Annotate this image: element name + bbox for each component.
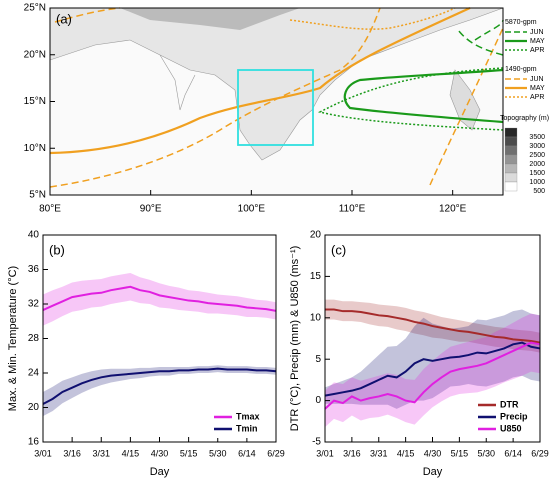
x-tick-label: 4/15 [122, 448, 140, 458]
legend-label: Tmin [236, 423, 258, 433]
colorbar-label: 3000 [529, 143, 545, 150]
legend-label: APR [530, 94, 544, 101]
x-tick-label: 110°E [339, 204, 366, 215]
colorbar-label: 2500 [529, 152, 545, 159]
x-tick-label: 3/31 [370, 448, 388, 458]
x-tick-label: 90°E [140, 204, 162, 215]
y-axis-label: DTR (°C), Precip (mm) & U850 (ms⁻¹) [289, 246, 301, 432]
contour-1490-may [49, 6, 471, 155]
x-tick-label: 6/29 [267, 448, 285, 458]
y-tick-label: 15 [310, 271, 322, 282]
x-tick-label: 6/14 [504, 448, 522, 458]
series-line [324, 341, 541, 397]
legend-label: MAY [530, 38, 545, 45]
philippines [449, 69, 481, 131]
x-tick-label: 4/15 [397, 448, 415, 458]
coastline [159, 54, 196, 111]
y-tick-label: 20 [310, 230, 322, 241]
legend-label: Precip [500, 411, 528, 421]
legend-label: APR [530, 47, 544, 54]
x-tick-label: 5/15 [180, 448, 198, 458]
contour-1490-jun [49, 7, 381, 188]
x-tick-label: 3/16 [63, 448, 81, 458]
series-line [42, 285, 277, 312]
colorbar-box [504, 181, 518, 192]
legend-label: JUN [530, 76, 544, 83]
x-axis-label: Day [150, 466, 170, 478]
y-tick-label: 10 [310, 312, 322, 323]
legend-label: JUN [530, 29, 544, 36]
x-tick-label: 5/15 [451, 448, 469, 458]
x-tick-label: 6/14 [238, 448, 256, 458]
legend-label: U850 [500, 423, 522, 433]
colorbar-box [504, 127, 518, 138]
panel-label: (c) [331, 242, 346, 257]
x-tick-label: 3/01 [316, 448, 334, 458]
map-legend: 5870-gpm JUN MAY APR 1490-gpm JUN MAY APR Topogr… [500, 19, 549, 195]
map-panel [49, 6, 504, 196]
y-tick-label: 20 [28, 402, 40, 413]
x-axis-label: Day [423, 466, 443, 478]
x-tick-label: 4/30 [151, 448, 169, 458]
panel-label: (b) [49, 242, 65, 257]
series-line [325, 308, 541, 344]
colorbar-label: 500 [533, 188, 545, 195]
x-tick-label: 3/31 [92, 448, 110, 458]
x-tick-label: 5/30 [477, 448, 495, 458]
legend-label: MAY [530, 85, 545, 92]
y-tick-label: 40 [28, 230, 40, 241]
y-tick-label: 5 [315, 354, 321, 365]
legend-box [210, 408, 272, 438]
contour-5870-apr [317, 67, 504, 131]
contour-1490-apr [289, 7, 456, 30]
y-tick-label: 25°N [24, 3, 46, 14]
colorbar-box [504, 145, 518, 156]
x-tick-label: 80°E [39, 204, 61, 215]
y-tick-label: 32 [28, 299, 40, 310]
y-tick-label: 15°N [24, 96, 46, 107]
y-tick-label: 20°N [24, 49, 46, 60]
colorbar-label: 3500 [529, 134, 545, 141]
y-tick-label: 0 [315, 395, 321, 406]
x-tick-label: 120°E [439, 204, 467, 215]
y-axis-label: Max. & Min. Temperature (°C) [7, 266, 19, 411]
legend-label: DTR [500, 399, 519, 409]
y-tick-label: 10°N [24, 143, 46, 154]
legend-title: 1490-gpm [505, 66, 537, 73]
colorbar-label: 1000 [529, 179, 545, 186]
colorbar-box [504, 172, 518, 183]
y-tick-label: 28 [28, 333, 40, 344]
series-line [324, 341, 541, 410]
colorbar-box [504, 136, 518, 147]
series-line [42, 367, 277, 405]
spread-band [43, 272, 276, 326]
y-tick-label: 16 [28, 437, 40, 448]
y-tick-label: -5 [312, 437, 321, 448]
contour-5870-may [343, 68, 504, 124]
spread-band [325, 313, 540, 428]
panel-label: (a) [56, 11, 72, 26]
x-tick-label: 3/01 [34, 448, 52, 458]
colorbar-label: 2000 [529, 161, 545, 168]
x-tick-label: 100°E [238, 204, 266, 215]
legend-label: Tmax [236, 411, 260, 421]
y-tick-label: 5°N [29, 190, 46, 201]
legend-title: 5870-gpm [505, 19, 537, 26]
y-tick-label: 36 [28, 264, 40, 275]
colorbar-box [504, 154, 518, 165]
x-tick-label: 4/30 [424, 448, 442, 458]
plateau [120, 8, 300, 30]
colorbar-box [504, 163, 518, 174]
x-tick-label: 6/29 [531, 448, 549, 458]
x-tick-label: 3/16 [343, 448, 361, 458]
y-tick-label: 24 [28, 368, 40, 379]
x-tick-label: 5/30 [209, 448, 227, 458]
colorbar-title: Topography (m) [500, 115, 549, 122]
study-region-box [237, 69, 314, 146]
colorbar-label: 1500 [529, 170, 545, 177]
